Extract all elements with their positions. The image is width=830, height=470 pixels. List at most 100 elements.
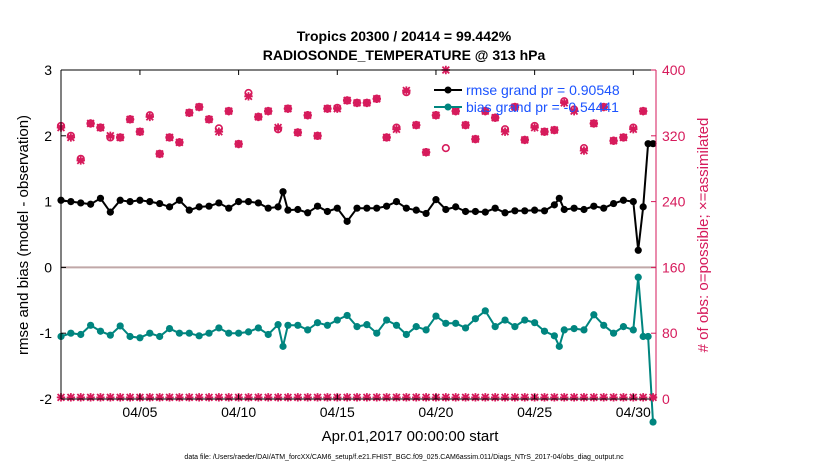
obs-bottom-point [412,393,421,402]
rmse-point [540,207,549,215]
obs-assimilated-point [96,123,105,132]
y-left-tick-label: 3 [44,62,52,78]
y-left-tick-label: -1 [40,325,53,341]
bias-point [254,324,262,332]
rmse-point [629,198,637,206]
obs-bottom-point [86,393,95,402]
bias-point [136,334,144,342]
rmse-point [106,208,114,216]
bias-point [461,324,470,332]
obs-bottom-point [323,393,332,402]
y-axis-right-label: # of obs: o=possible; ×=assimilated [695,118,712,353]
obs-assimilated-point [194,102,204,112]
rmse-point [442,205,450,214]
obs-bottom-point [303,393,312,402]
obs-assimilated-point [431,111,441,120]
rmse-point [67,198,75,206]
rmse-point [215,199,223,207]
obs-assimilated-point [402,86,411,95]
bias-point [442,319,450,327]
rmse-point [560,205,568,214]
y-right-tick-label: 240 [662,194,686,210]
bias-point [294,321,302,329]
obs-bottom-point [214,393,224,402]
rmse-point [146,198,154,206]
bias-point [264,330,272,339]
obs-assimilated-point [599,102,608,112]
bias-point [550,332,558,340]
obs-assimilated-point [421,148,431,157]
bias-point [511,323,519,331]
obs-possible-point [441,144,450,153]
obs-assimilated-point [214,127,224,136]
obs-bottom-point [145,393,155,402]
obs-bottom-point [106,393,115,402]
obs-bottom-point [471,393,480,402]
y-axis-left-label: rmse and bias (model - observation) [15,115,32,355]
x-tick-label: 04/20 [418,404,453,420]
rmse-point [96,194,105,202]
obs-assimilated-point [86,119,95,128]
rmse-point [422,209,430,218]
rmse-point [570,204,578,212]
obs-assimilated-point [66,133,76,142]
rmse-point [634,246,642,254]
bias-point [215,324,223,332]
obs-assimilated-point [125,115,135,124]
obs-assimilated-point [609,136,618,145]
obs-assimilated-point [560,98,569,108]
bias-point [555,342,563,350]
obs-assimilated-point [303,111,312,120]
obs-bottom-point [125,393,135,402]
bias-point [304,326,312,334]
bias-point [580,326,588,334]
bias-point [126,332,134,341]
rmse-point [304,209,312,217]
legend-bias-label: bias grand pr = -0.54441 [466,99,619,115]
rmse-point [333,204,341,212]
obs-assimilated-point [204,115,214,124]
obs-bottom-point [185,393,194,402]
rmse-point [284,206,292,214]
rmse-point [452,203,460,211]
rmse-point [531,206,539,214]
rmse-point [481,208,489,216]
rmse-point [590,202,598,210]
obs-bottom-point [560,393,569,402]
x-tick-label: 04/10 [221,404,256,420]
legend-bias-marker [444,103,452,111]
axes-layer: 04/05 04/10 04/15 04/20 04/25 04/30 -2 -1 0 1 2 3 0 8… [40,62,686,420]
x-tick-label: 04/30 [616,404,651,420]
obs-bottom-point [175,393,184,402]
rmse-point [392,198,401,206]
bias-point [629,326,637,334]
rmse-point [274,203,282,211]
rmse-point [521,207,529,215]
obs-assimilated-point [569,106,579,116]
bias-point [225,329,233,337]
obs-bottom-point [76,393,85,402]
bias-point [649,418,657,426]
bias-point [412,323,420,331]
bias-point [146,329,154,337]
bias-point [619,323,628,331]
y-right-tick-label: 0 [662,391,670,407]
rmse-point [136,196,144,204]
obs-assimilated-point [106,131,115,140]
obs-bottom-point [283,393,293,402]
obs-bottom-point [609,393,618,402]
obs-bottom-point [273,393,283,402]
rmse-point [343,217,351,225]
obs-assimilated-point [510,102,520,112]
bias-point [521,316,529,324]
bias-point [353,323,361,331]
rmse-point [644,140,652,148]
rmse-point [501,209,509,217]
rmse-point [412,206,420,214]
rmse-point [461,207,470,216]
obs-bottom-point [421,393,431,402]
bias-point [343,311,351,320]
obs-assimilated-point [224,106,233,116]
obs-bottom-point [579,393,589,402]
bias-point [175,329,184,337]
